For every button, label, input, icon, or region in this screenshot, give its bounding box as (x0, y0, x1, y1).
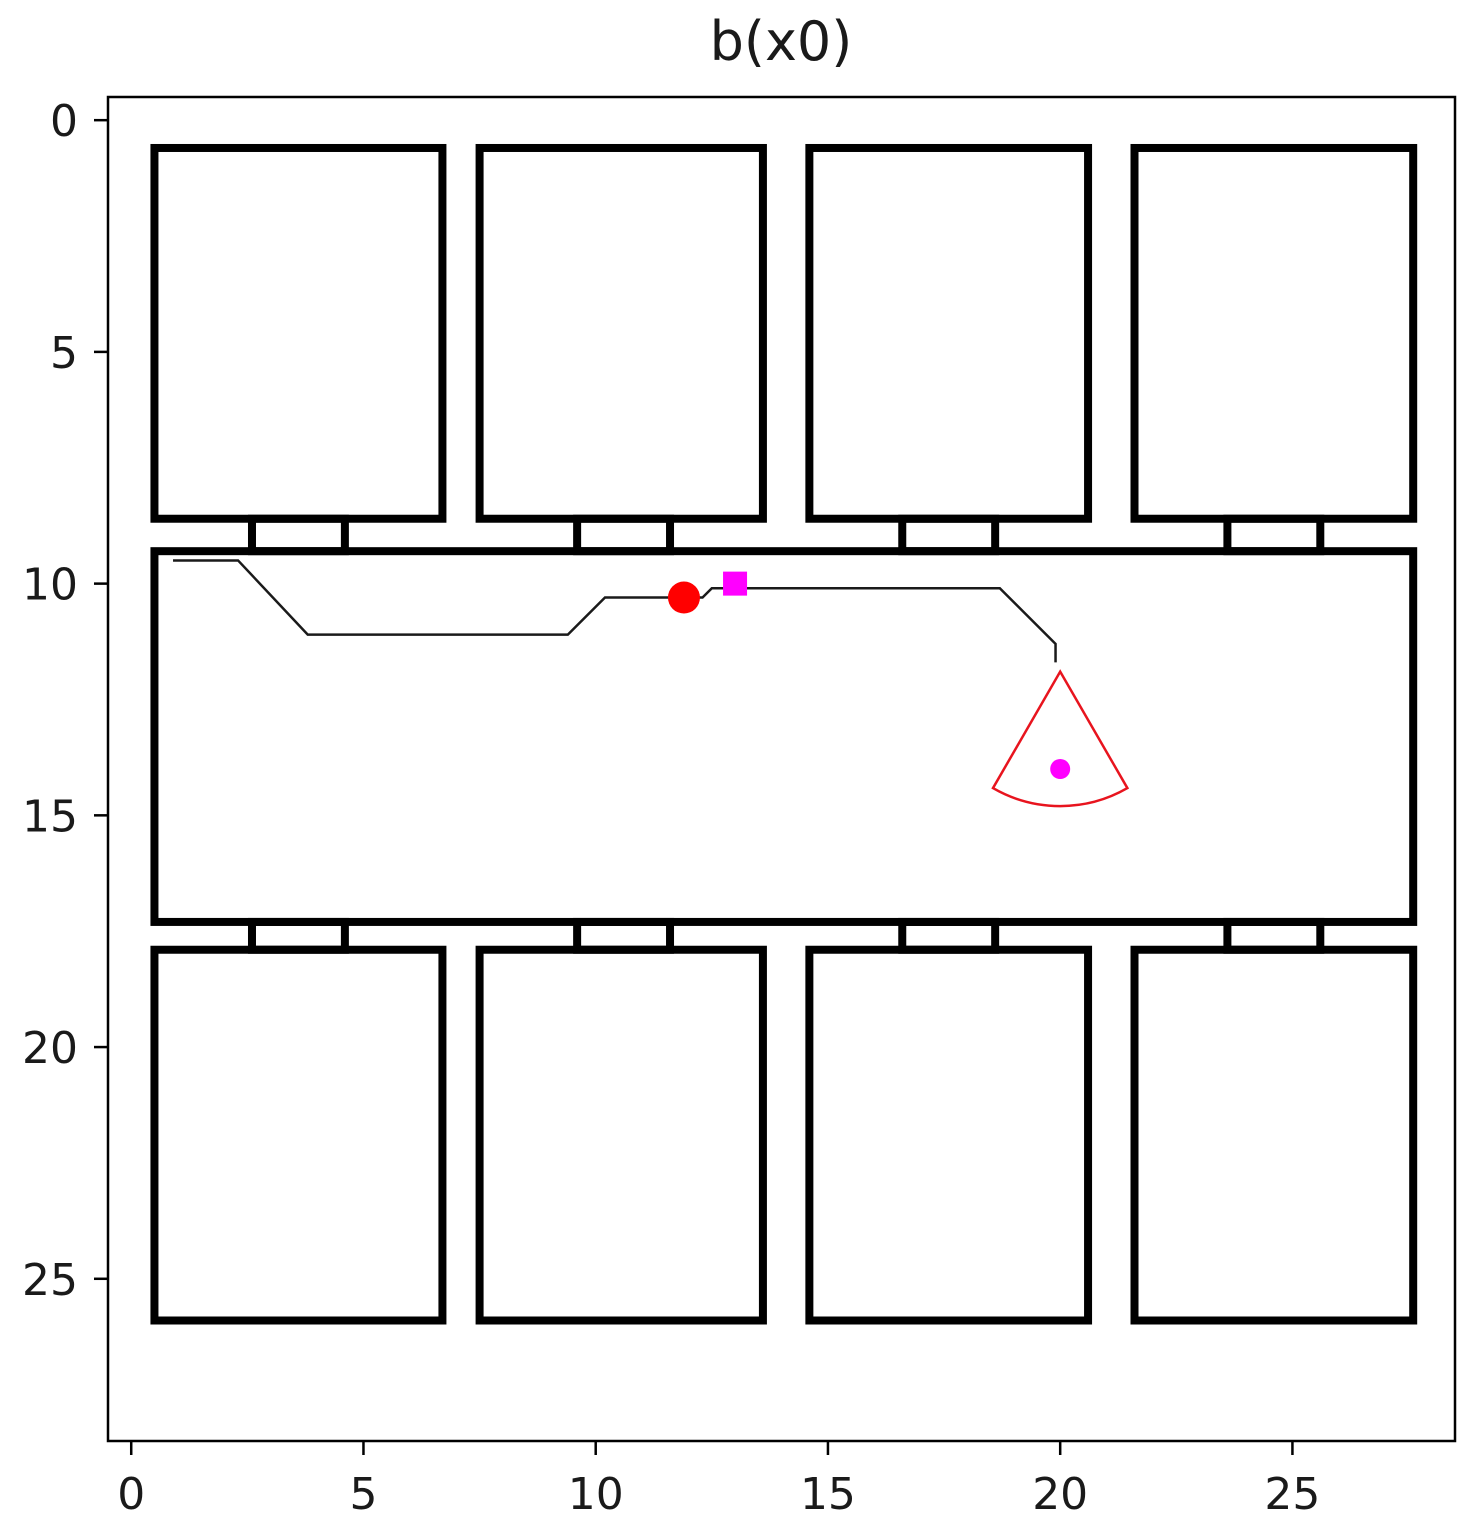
axes-frame (106, 95, 1457, 1443)
y-tick-label: 20 (22, 1023, 78, 1074)
room-bottom-3 (805, 945, 1093, 1325)
chart-title: b(x0) (710, 10, 853, 73)
doors-layer (247, 514, 1325, 954)
y-tick-label: 15 (22, 791, 78, 842)
room-top-4 (1130, 143, 1418, 523)
goal-marker (723, 571, 748, 596)
x-tick-label: 25 (1264, 1469, 1320, 1520)
y-tick-label: 25 (22, 1255, 78, 1306)
door-bottom-4 (1223, 917, 1325, 954)
x-tick-label: 5 (349, 1469, 377, 1520)
x-tick-label: 20 (1032, 1469, 1088, 1520)
door-top-2 (573, 514, 675, 556)
y-tick-label: 10 (22, 560, 78, 611)
agent-marker (667, 581, 700, 614)
y-tick-label: 5 (50, 328, 78, 379)
corridor (150, 547, 1418, 926)
door-bottom-2 (573, 917, 675, 954)
x-tick-label: 0 (117, 1469, 145, 1520)
door-bottom-1 (247, 917, 349, 954)
sensor-fov (991, 669, 1130, 808)
room-top-1 (150, 143, 447, 523)
trajectory-layer (173, 559, 1130, 808)
trajectory-line (173, 559, 1057, 663)
y-axis: 0 5 10 15 20 25 (22, 96, 108, 1306)
target-marker (1050, 759, 1071, 779)
door-bottom-3 (898, 917, 1000, 954)
room-bottom-2 (475, 945, 767, 1325)
room-top-3 (805, 143, 1093, 523)
door-top-3 (898, 514, 1000, 556)
room-bottom-4 (1130, 945, 1418, 1325)
markers-layer (667, 571, 1071, 779)
door-top-1 (247, 514, 349, 556)
x-tick-label: 15 (800, 1469, 856, 1520)
x-axis: 0 5 10 15 20 25 (117, 1441, 1320, 1520)
room-top-2 (475, 143, 767, 523)
x-tick-label: 10 (568, 1469, 624, 1520)
door-top-4 (1223, 514, 1325, 556)
rooms-layer (150, 143, 1418, 1325)
room-bottom-1 (150, 945, 447, 1325)
y-tick-label: 0 (50, 96, 78, 147)
